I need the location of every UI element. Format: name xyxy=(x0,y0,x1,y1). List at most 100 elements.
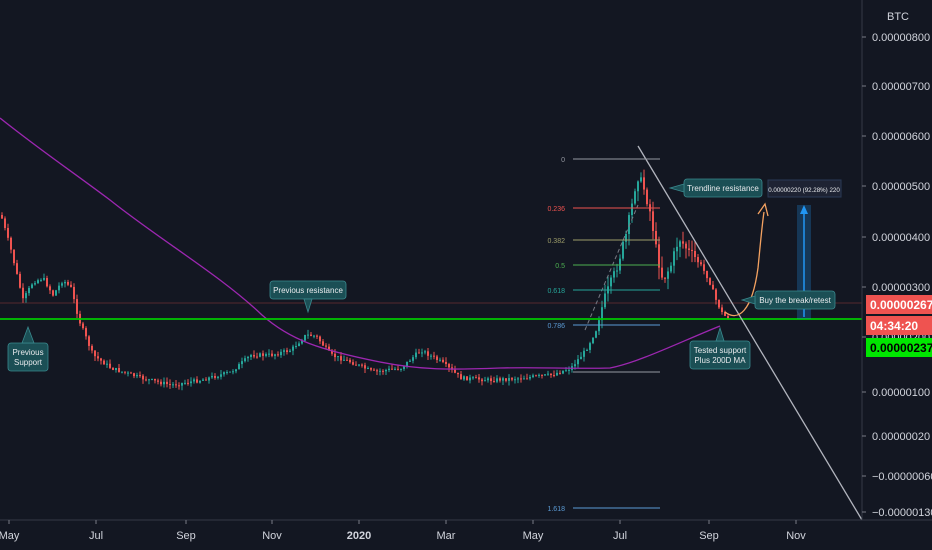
candle-body xyxy=(160,381,162,385)
time-axis[interactable]: May Jul Sep Nov 2020 Mar May Jul Sep Nov xyxy=(0,519,932,542)
candle-body xyxy=(640,177,642,182)
price-axis[interactable]: BTC 0.00000800 0.00000700 0.00000600 0.0000… xyxy=(861,0,932,520)
candle-body xyxy=(613,271,615,278)
candle-body xyxy=(382,370,384,372)
candle-body xyxy=(265,354,267,356)
candle-body xyxy=(526,378,528,380)
candle-body xyxy=(562,370,564,374)
candle-body xyxy=(538,374,540,376)
price-tag-label: 0.00000267 xyxy=(870,298,932,312)
fib-retracement[interactable]: 0 0.236 0.382 0.5 0.618 0.786 1.618 xyxy=(547,157,660,513)
annotation-pointer xyxy=(715,326,725,342)
candle-body xyxy=(646,189,648,205)
candle-body xyxy=(388,368,390,371)
candle-body xyxy=(97,356,99,359)
candle-body xyxy=(154,378,156,381)
candle-body xyxy=(46,278,48,287)
candle-body xyxy=(268,353,270,355)
candle-body xyxy=(22,287,24,299)
measure-arrow-head xyxy=(800,205,808,214)
candle-body xyxy=(418,352,420,354)
candle-body xyxy=(601,307,603,321)
candle-body xyxy=(217,376,219,378)
candle-body xyxy=(727,315,729,319)
candle-body xyxy=(508,378,510,381)
candle-body xyxy=(106,363,108,365)
candle-body xyxy=(397,368,399,370)
annotation-text: Trendline resistance xyxy=(687,184,759,193)
candle-body xyxy=(124,371,126,373)
candle-body xyxy=(592,337,594,344)
candle-body xyxy=(391,368,393,370)
measure-label-box xyxy=(767,179,842,198)
candle-body xyxy=(499,378,501,381)
candle-body xyxy=(694,250,696,258)
candle-body xyxy=(721,307,723,313)
candle-body xyxy=(244,358,246,362)
candle-body xyxy=(313,335,315,337)
candle-body xyxy=(229,371,231,373)
candle-body xyxy=(331,350,333,354)
candle-body xyxy=(463,376,465,380)
candle-body xyxy=(100,358,102,361)
candle-body xyxy=(58,285,60,291)
candle-body xyxy=(70,284,72,287)
candle-body xyxy=(568,369,570,371)
candle-body xyxy=(703,264,705,271)
candle-body xyxy=(604,293,606,308)
price-tick-label: −0.00000060 xyxy=(872,471,932,483)
candle-body xyxy=(145,379,147,381)
candle-body xyxy=(178,385,180,387)
candle-body xyxy=(559,372,561,374)
candle-body xyxy=(130,372,132,374)
candle-body xyxy=(361,364,363,366)
annotation-callout[interactable]: Buy the break/retest xyxy=(740,290,836,310)
candle-body xyxy=(400,368,402,370)
candle-body xyxy=(82,323,84,329)
annotation-text: Support xyxy=(14,358,43,367)
time-tick-label: Sep xyxy=(699,530,719,542)
candle-body xyxy=(535,375,537,377)
candle-body xyxy=(346,359,348,361)
candle-body xyxy=(322,341,324,346)
candle-body xyxy=(4,218,6,228)
candle-body xyxy=(532,375,534,377)
candle-body xyxy=(466,376,468,381)
fib-level-label: 0.618 xyxy=(547,288,565,295)
time-tick-label: Jul xyxy=(89,530,103,542)
candle-body xyxy=(514,379,516,381)
candle-body xyxy=(352,362,354,365)
annotation-text: Buy the break/retest xyxy=(759,296,831,305)
price-tick-label: 0.00000020 xyxy=(872,431,930,443)
ma-200d-line xyxy=(0,117,721,370)
fib-level-label: 0.786 xyxy=(547,323,565,330)
candle-body xyxy=(220,374,222,377)
candle-body xyxy=(223,372,225,375)
candle-body xyxy=(493,381,495,383)
candle-body xyxy=(337,356,339,358)
candle-body xyxy=(553,375,555,377)
candle-body xyxy=(460,374,462,380)
time-tick-label: Mar xyxy=(437,530,456,542)
candle-body xyxy=(433,355,435,357)
candle-body xyxy=(706,270,708,279)
candle-body xyxy=(541,374,543,376)
candle-body xyxy=(271,353,273,356)
annotation-callout[interactable]: Trendline resistance xyxy=(668,178,763,198)
candle-body xyxy=(454,369,456,373)
fib-level-label: 0.5 xyxy=(555,263,565,270)
candle-body xyxy=(151,378,153,380)
candle-body xyxy=(301,340,303,344)
candle-body xyxy=(610,277,612,287)
candle-body xyxy=(241,361,243,365)
candle-body xyxy=(64,281,66,284)
candle-body xyxy=(580,356,582,360)
candle-body xyxy=(274,354,276,356)
candle-body xyxy=(631,203,633,216)
annotation-callout[interactable]: Previous resistance xyxy=(269,280,347,314)
annotation-text: Previous resistance xyxy=(273,286,343,295)
